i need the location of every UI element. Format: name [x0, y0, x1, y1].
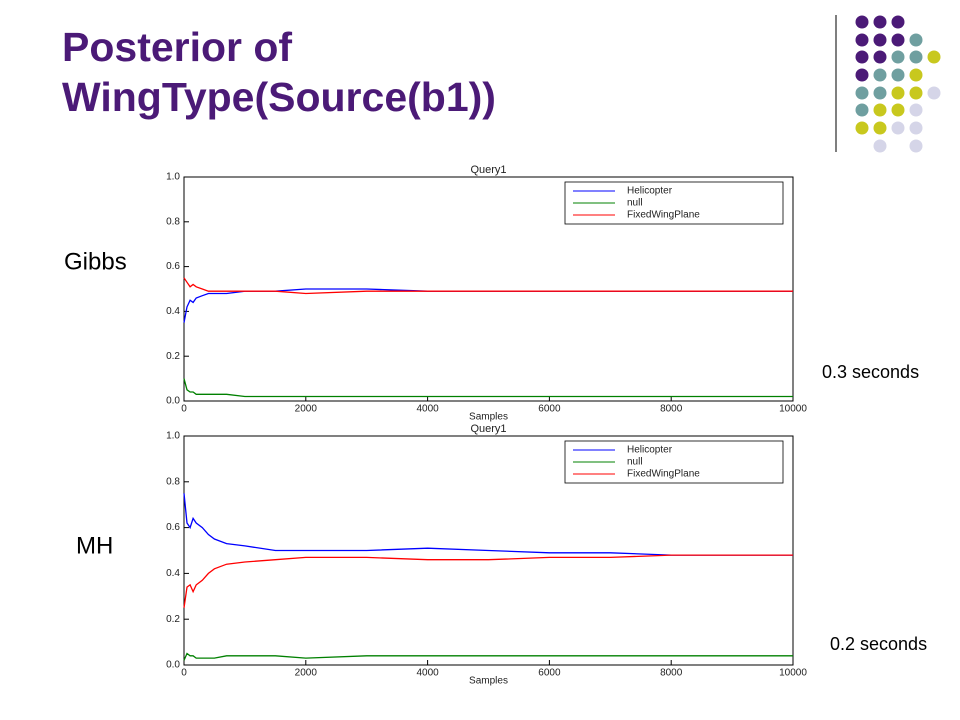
chart-title: Query1: [470, 164, 506, 176]
chart-title: Query1: [470, 423, 506, 435]
x-tick-label: 10000: [779, 404, 807, 415]
series-line: [183, 554, 793, 608]
series-line: [183, 288, 793, 323]
method-label: Gibbs: [64, 248, 127, 275]
y-tick-label: 0.6: [166, 261, 180, 272]
x-tick-label: 8000: [660, 668, 683, 679]
series-line: [183, 277, 793, 295]
x-axis-label: Samples: [469, 676, 508, 687]
decoration-dots: [855, 15, 941, 153]
x-tick-label: 4000: [416, 404, 439, 415]
legend-label: Helicopter: [627, 445, 673, 456]
plot-frame: [183, 435, 794, 666]
series-line: [183, 493, 793, 556]
x-tick-label: 8000: [660, 404, 683, 415]
y-tick-label: 1.0: [166, 431, 180, 442]
y-tick-label: 0.2: [166, 351, 180, 362]
slide-title: Posterior of WingType(Source(b1)): [62, 24, 496, 120]
y-tick-label: 0.4: [166, 568, 180, 579]
x-tick-label: 6000: [538, 404, 561, 415]
legend-label: FixedWingPlane: [627, 469, 700, 480]
x-tick-label: 0: [181, 668, 187, 679]
legend-label: FixedWingPlane: [627, 210, 700, 221]
x-tick-label: 0: [181, 404, 187, 415]
timing-label: 0.2 seconds: [830, 634, 927, 654]
y-tick-label: 0.4: [166, 306, 180, 317]
y-tick-label: 0.0: [166, 396, 180, 407]
y-tick-label: 0.0: [166, 660, 180, 671]
x-tick-label: 10000: [779, 668, 807, 679]
x-tick-label: 6000: [538, 668, 561, 679]
legend-label: null: [627, 457, 643, 468]
y-tick-label: 0.8: [166, 476, 180, 487]
method-label: MH: [76, 532, 113, 559]
series-line: [183, 378, 793, 398]
plot-frame: [183, 176, 794, 402]
x-axis-label: Samples: [469, 412, 508, 423]
y-tick-label: 0.6: [166, 522, 180, 533]
legend-label: null: [627, 198, 643, 209]
x-tick-label: 2000: [295, 404, 318, 415]
y-tick-label: 0.2: [166, 614, 180, 625]
y-tick-label: 1.0: [166, 172, 180, 183]
x-tick-label: 2000: [295, 668, 318, 679]
legend-label: Helicopter: [627, 186, 673, 197]
series-line: [183, 652, 793, 661]
legend-box: [564, 440, 784, 484]
timing-label: 0.3 seconds: [822, 362, 919, 382]
y-tick-label: 0.8: [166, 216, 180, 227]
x-tick-label: 4000: [416, 668, 439, 679]
